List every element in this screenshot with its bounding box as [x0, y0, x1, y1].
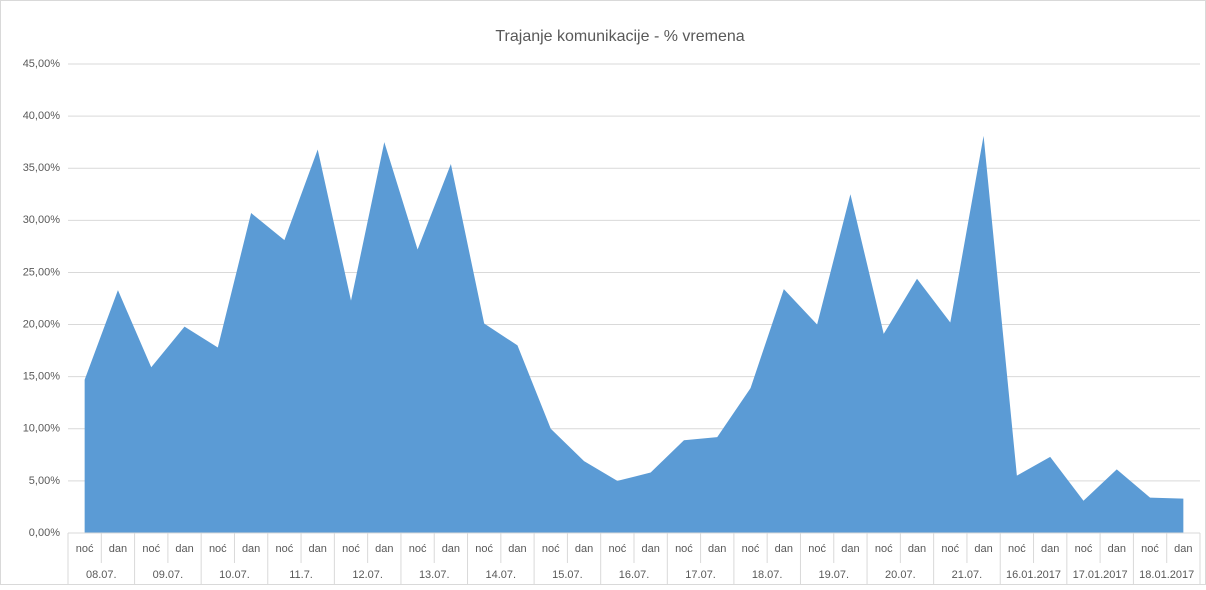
group-label: 18.07. — [752, 569, 783, 581]
group-label: 21.07. — [952, 569, 983, 581]
x-tick-label: dan — [309, 543, 327, 555]
x-tick-label: dan — [775, 543, 793, 555]
group-label: 17.07. — [685, 569, 716, 581]
y-tick-label: 25,00% — [23, 266, 61, 278]
x-tick-label: dan — [175, 543, 193, 555]
y-tick-label: 5,00% — [29, 475, 60, 487]
x-tick-label: dan — [708, 543, 726, 555]
x-tick-label: noć — [941, 543, 959, 555]
y-tick-label: 10,00% — [23, 423, 61, 435]
group-label: 16.07. — [619, 569, 650, 581]
x-tick-label: noć — [1075, 543, 1093, 555]
group-label: 11.7. — [289, 569, 313, 581]
x-tick-label: dan — [242, 543, 260, 555]
group-label: 18.01.2017 — [1139, 569, 1194, 581]
group-label: 19.07. — [818, 569, 849, 581]
y-tick-label: 15,00% — [23, 371, 61, 383]
x-tick-label: noć — [1008, 543, 1026, 555]
x-tick-label: noć — [475, 543, 493, 555]
y-tick-label: 0,00% — [29, 527, 60, 539]
chart-title: Trajanje komunikacije - % vremena — [495, 28, 744, 45]
x-tick-label: noć — [1141, 543, 1159, 555]
y-tick-label: 45,00% — [23, 58, 61, 70]
x-tick-label: dan — [442, 543, 460, 555]
x-tick-label: dan — [508, 543, 526, 555]
y-tick-label: 35,00% — [23, 162, 61, 174]
x-tick-label: dan — [974, 543, 992, 555]
x-tick-label: noć — [342, 543, 360, 555]
x-tick-label: noć — [409, 543, 427, 555]
x-tick-label: noć — [142, 543, 160, 555]
x-tick-label: noć — [209, 543, 227, 555]
x-tick-label: noć — [742, 543, 760, 555]
x-tick-label: dan — [109, 543, 127, 555]
x-tick-label: noć — [808, 543, 826, 555]
x-tick-label: noć — [608, 543, 626, 555]
x-tick-label: noć — [542, 543, 560, 555]
area — [84, 135, 1184, 533]
group-label: 12.07. — [352, 569, 383, 581]
group-label: 13.07. — [419, 569, 450, 581]
x-tick-label: noć — [875, 543, 893, 555]
group-label: 20.07. — [885, 569, 916, 581]
x-tick-label: dan — [841, 543, 859, 555]
group-label: 08.07. — [86, 569, 117, 581]
x-tick-label: dan — [1174, 543, 1192, 555]
group-label: 15.07. — [552, 569, 583, 581]
x-tick-label: dan — [908, 543, 926, 555]
group-label: 16.01.2017 — [1006, 569, 1061, 581]
group-label: 09.07. — [153, 569, 184, 581]
x-tick-label: dan — [1108, 543, 1126, 555]
y-tick-label: 30,00% — [23, 214, 61, 226]
group-label: 14.07. — [486, 569, 517, 581]
y-tick-label: 20,00% — [23, 318, 61, 330]
x-tick-label: noć — [675, 543, 693, 555]
x-tick-label: dan — [375, 543, 393, 555]
y-tick-label: 40,00% — [23, 110, 61, 122]
x-tick-label: noć — [276, 543, 294, 555]
x-tick-label: dan — [575, 543, 593, 555]
x-tick-label: dan — [1041, 543, 1059, 555]
group-label: 17.01.2017 — [1073, 569, 1128, 581]
group-label: 10.07. — [219, 569, 250, 581]
x-tick-label: dan — [641, 543, 659, 555]
x-tick-label: noć — [76, 543, 94, 555]
